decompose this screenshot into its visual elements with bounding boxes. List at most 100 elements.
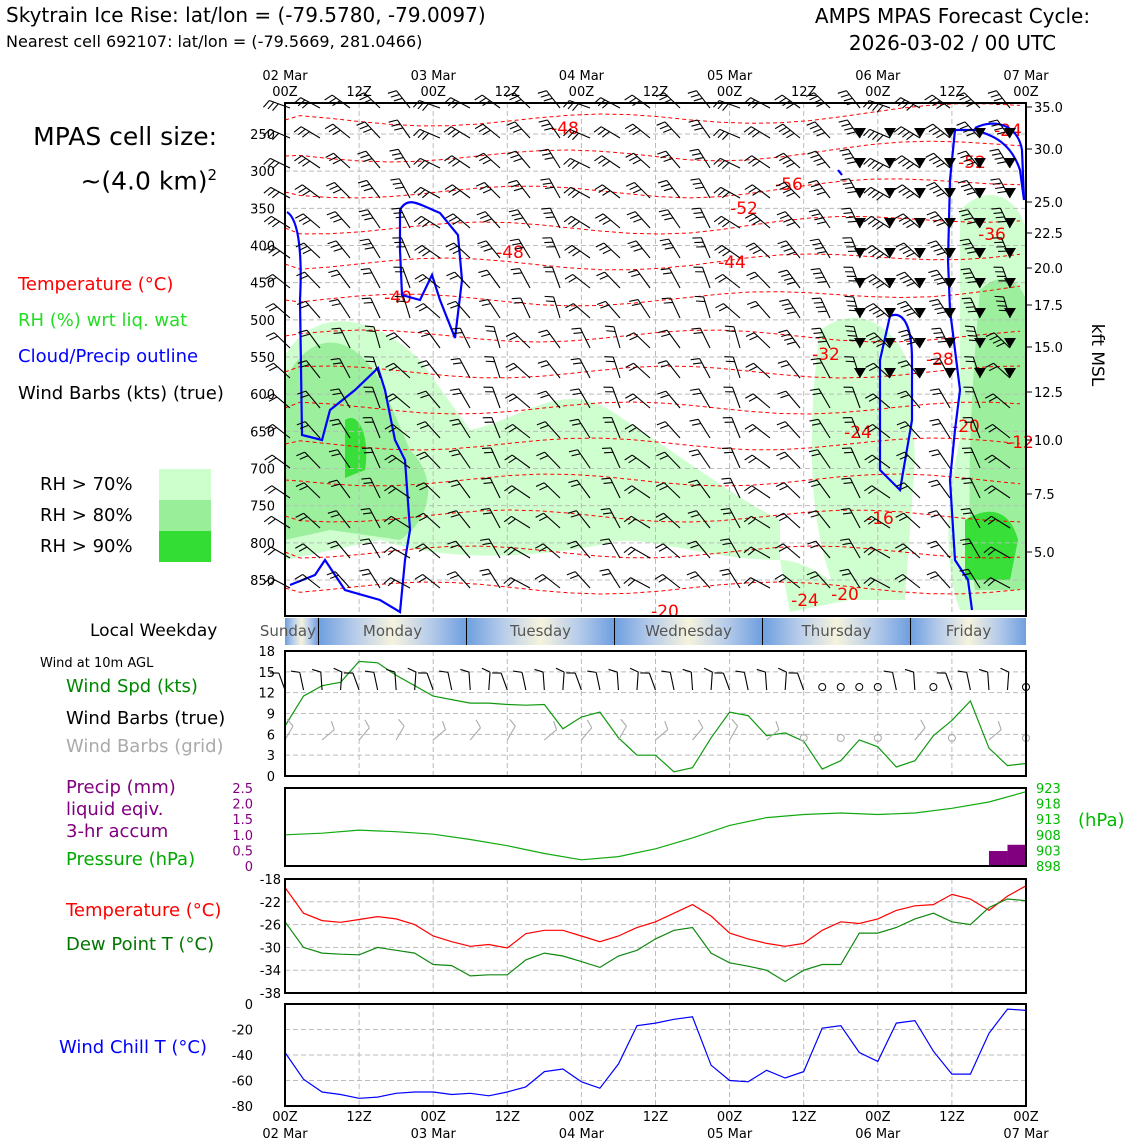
wind-barb-feather — [715, 303, 724, 309]
wind-barb-feather — [541, 152, 552, 156]
wind-barb-feather — [813, 158, 823, 163]
calm-circle-grid — [799, 734, 808, 742]
pressure-label: Pressure (hPa) — [66, 849, 196, 870]
wind-barb-feather — [958, 209, 968, 213]
wind-barb-feather — [722, 103, 729, 111]
wind-barb-feather — [395, 186, 405, 190]
rh-shading — [965, 511, 1018, 580]
wind-barb-feather — [933, 277, 943, 281]
wind-barb-feather — [358, 209, 368, 213]
wind-barb-feather — [330, 513, 340, 518]
wind-barb-feather — [932, 129, 941, 136]
wind-barb-pennant — [884, 278, 896, 288]
wind-barb — [991, 515, 1011, 529]
wind-barb-feather — [417, 218, 426, 225]
wind-barb-feather — [450, 388, 460, 391]
upper-frame — [284, 102, 1027, 617]
wind-barb — [425, 390, 441, 409]
wind-barb-feather — [895, 512, 904, 518]
wind-barb-feather — [395, 216, 405, 219]
wind-barb — [422, 543, 441, 559]
wind-chill-line — [284, 1008, 1027, 1099]
wind-barb-feather — [508, 487, 517, 495]
wind-barb-feather — [895, 213, 904, 219]
wind-barb-feather — [872, 132, 880, 141]
legend-rh: RH (%) wrt liq. wat — [18, 310, 188, 331]
wind-barb-grid — [580, 727, 593, 741]
wind-barb-feather — [840, 93, 850, 98]
wind-barb-pennant — [1004, 128, 1016, 138]
wind-barb-feather — [929, 574, 939, 580]
wind-barb-feather — [545, 186, 555, 190]
wind-barb-feather — [744, 454, 753, 461]
wind-barb-feather — [330, 544, 340, 549]
bottom-date-label: 02 Mar — [262, 1127, 308, 1140]
wind-barb-feather — [535, 543, 544, 549]
wind-barb — [873, 303, 891, 319]
wind-barb — [871, 454, 891, 469]
wind-barb-grid-feather — [398, 718, 405, 727]
wind-barb — [970, 297, 981, 319]
wind-barb-feather — [747, 548, 756, 556]
wind-barb-feather — [543, 212, 553, 214]
wind-barb-grid-feather — [586, 719, 593, 729]
wind-barb-feather — [777, 240, 787, 245]
wind-barb-feather — [816, 221, 826, 225]
wind-barb-feather — [362, 542, 372, 546]
wind-barb-feather — [383, 515, 392, 523]
wind-barb-feather — [992, 338, 1002, 344]
wind-barb-feather — [296, 421, 306, 426]
wind-barb-pennant — [1004, 218, 1016, 228]
wind-barb-feather — [721, 162, 730, 170]
wind-barb-feather — [298, 516, 308, 522]
wind-barb-feather — [722, 512, 733, 515]
wind-barb-feather — [295, 242, 305, 248]
wind-barb — [364, 121, 381, 139]
wind-barb-feather — [268, 426, 277, 433]
wind-barb — [490, 447, 501, 469]
wind-barb-pennant — [974, 188, 986, 198]
wind-barb-feather — [421, 162, 430, 170]
wind-barb-feather — [508, 457, 517, 464]
wind-barb-feather — [446, 271, 455, 277]
wind-barb-feather — [508, 426, 517, 433]
wind-barb-feather — [714, 244, 723, 251]
wind-barb-true — [648, 672, 657, 691]
wind-barb-feather — [508, 396, 518, 402]
wind-barb-feather — [324, 94, 333, 101]
wind-barb — [722, 274, 741, 289]
wind-barb-feather — [961, 572, 972, 576]
calm-circle — [836, 683, 845, 691]
wind-barb-feather — [272, 250, 281, 257]
wind-barb — [814, 121, 831, 139]
wind-barb-feather — [989, 335, 998, 341]
weekday-label: Sunday — [259, 622, 316, 640]
wind-barb-feather — [687, 540, 697, 545]
wind-barb-feather — [867, 579, 876, 587]
wind-barb-feather — [384, 485, 393, 492]
wind-barb-feather — [659, 424, 669, 430]
wind-barb-true-feather — [407, 667, 417, 673]
wind-barb-feather — [263, 129, 271, 137]
wind-barb-feather — [691, 207, 701, 210]
wind-barb-feather — [572, 132, 580, 141]
weekday-label: Thursday — [801, 622, 872, 640]
wind-barb-feather — [504, 485, 513, 492]
temperature-contour — [284, 253, 1021, 271]
wind-barb-feather — [786, 251, 796, 256]
wind-barb-feather — [868, 487, 877, 495]
wind-barb-feather — [627, 548, 636, 556]
wind-barb-grid-feather — [475, 719, 482, 729]
wind-barb-true-feather — [703, 667, 713, 673]
wind-barb-feather — [724, 325, 734, 328]
wind-barb-feather — [966, 191, 976, 196]
wind-barb-feather — [659, 238, 669, 242]
wind-barb-feather — [567, 218, 576, 225]
wind-barb-pennant — [974, 248, 986, 258]
wind-barb-feather — [777, 390, 787, 395]
height-kft-label: 12.5 — [1034, 386, 1063, 401]
wind-barb — [303, 512, 321, 529]
wind-barb — [786, 360, 801, 379]
wind-barb-feather — [872, 309, 881, 315]
wind-barb-feather — [299, 245, 308, 251]
